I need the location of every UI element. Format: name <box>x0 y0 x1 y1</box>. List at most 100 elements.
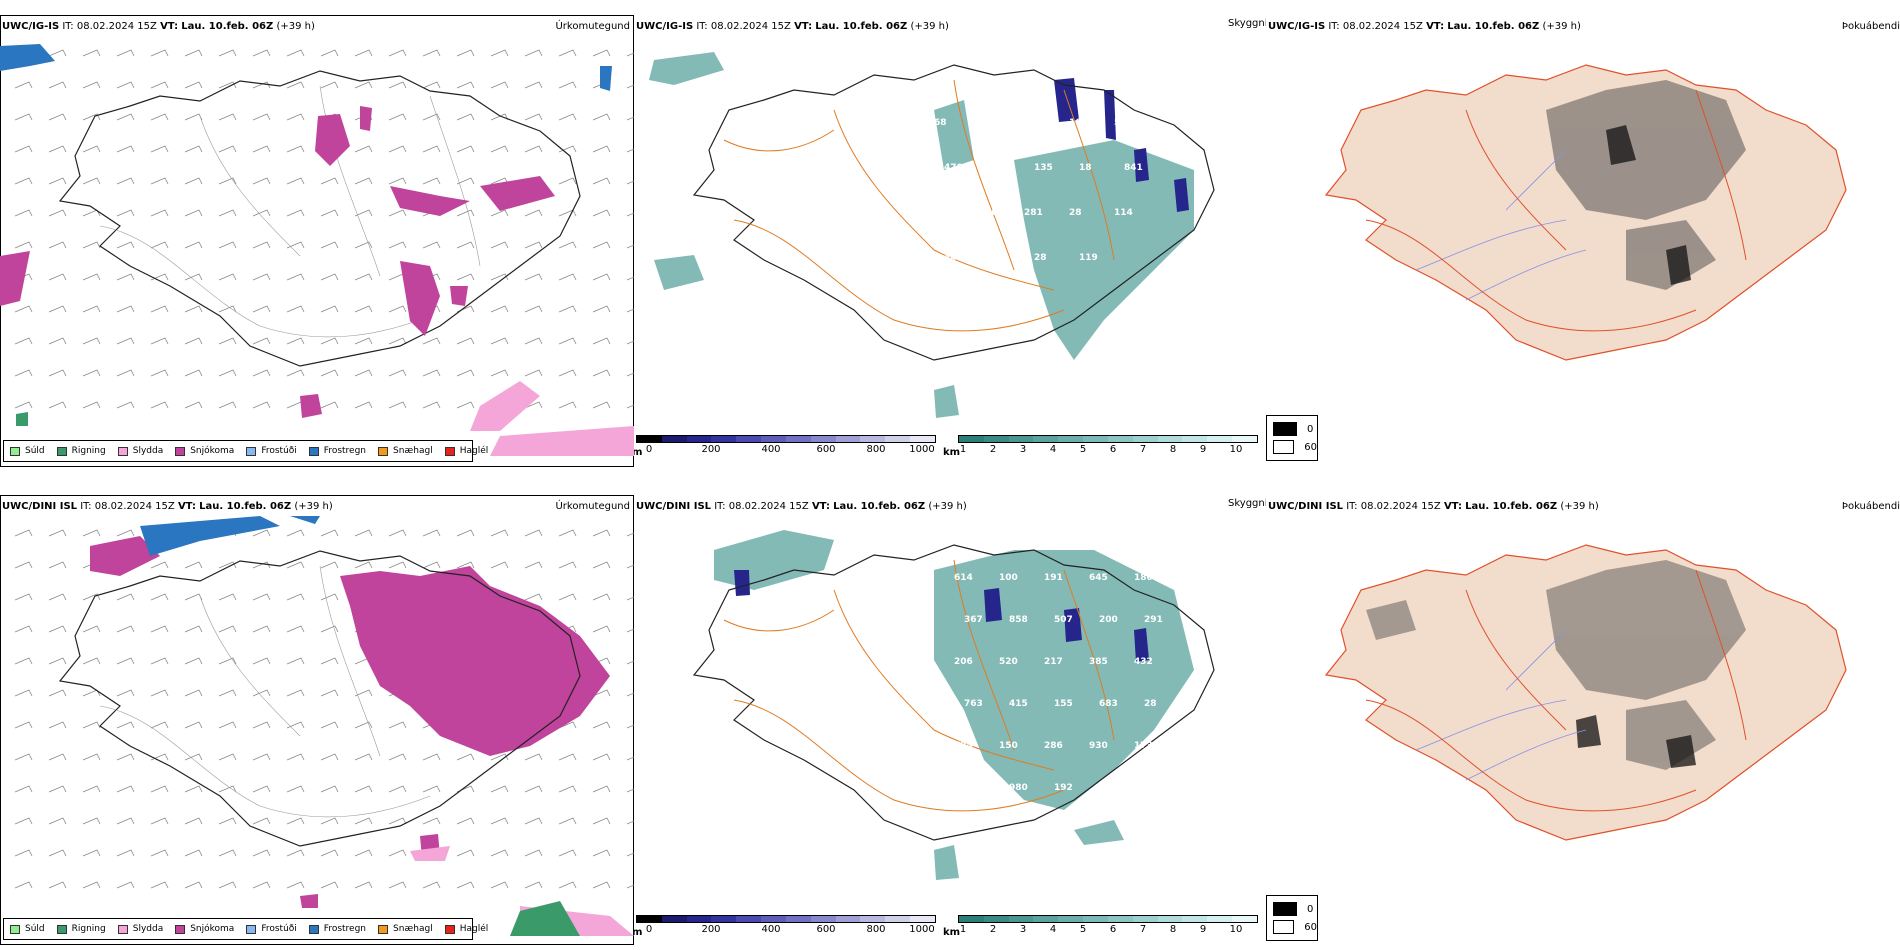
legend-item: Rigning <box>56 446 106 456</box>
wind-barb <box>150 881 169 889</box>
wind-barb <box>388 529 407 537</box>
wind-barb <box>354 529 373 537</box>
wind-barb <box>388 561 407 569</box>
legend-label: Haglél <box>459 924 489 934</box>
legend-swatch <box>117 924 128 934</box>
wind-barb <box>388 849 407 857</box>
legend-swatch <box>444 924 455 934</box>
colorbar-cell <box>860 436 886 442</box>
wind-barb <box>626 596 634 601</box>
wind-barb <box>116 305 135 313</box>
wind-barb <box>524 785 543 793</box>
tick-label: 4 <box>1049 924 1057 935</box>
wind-barb <box>320 209 339 217</box>
visibility-value: 135 <box>1034 163 1053 173</box>
visibility-value: 217 <box>1044 657 1063 667</box>
visibility-value: 537 <box>1114 118 1133 128</box>
colorbar-cell <box>785 916 811 922</box>
colorbar-cell <box>1207 436 1233 442</box>
wind-barb <box>218 145 237 153</box>
colorbar-cell <box>910 436 935 442</box>
wind-barb <box>14 177 33 185</box>
wind-barb <box>320 625 339 633</box>
wind-barb <box>48 177 67 185</box>
wind-barb <box>14 113 33 121</box>
it-label: IT: <box>714 501 726 512</box>
wind-barb <box>490 785 509 793</box>
wind-barb <box>150 337 169 345</box>
legend-label: Súld <box>25 924 45 934</box>
wind-barb <box>422 785 441 793</box>
fog-panel-bottom: UWC/DINI ISL IT: 08.02.2024 15Z VT: Lau.… <box>1266 490 1900 950</box>
legend-swatch <box>444 446 455 456</box>
precip-legend: Súld Rigning Slydda Snjókoma Frostúði Fr… <box>3 440 488 462</box>
wind-barb <box>116 241 135 249</box>
height-colorbar: 0 200 400 600 800 1000 <box>636 915 936 937</box>
wind-barb <box>150 561 169 569</box>
wind-barb <box>422 529 441 537</box>
wind-barb <box>218 817 237 825</box>
wind-barb <box>14 209 33 217</box>
wind-barb <box>592 209 611 217</box>
wind-barb <box>218 753 237 761</box>
rain-areas <box>16 412 28 426</box>
legend-label: Rigning <box>71 446 106 456</box>
wind-barb <box>456 881 475 889</box>
visibility-value: 100 <box>999 573 1018 583</box>
it-value: 08.02.2024 15Z <box>710 21 791 32</box>
wind-barb <box>320 241 339 249</box>
wind-barb <box>388 721 407 729</box>
it-value: 08.02.2024 15Z <box>728 501 809 512</box>
wind-barb <box>48 689 67 697</box>
wind-barb <box>558 561 577 569</box>
wind-barb <box>524 273 543 281</box>
legend-label: Slydda <box>132 924 164 934</box>
wind-barb <box>626 372 634 377</box>
wind-barb <box>626 692 634 697</box>
wind-barb <box>320 785 339 793</box>
wind-barb <box>150 785 169 793</box>
it-value: 08.02.2024 15Z <box>76 21 157 32</box>
fog-dark <box>1606 125 1691 285</box>
colorbar-cell <box>1132 436 1158 442</box>
wind-barb <box>48 785 67 793</box>
colorbar-cell <box>686 916 712 922</box>
legend-label: Haglél <box>459 446 489 456</box>
wind-barb <box>286 209 305 217</box>
wind-barb <box>490 49 509 57</box>
wind-barb <box>354 241 373 249</box>
wind-barb <box>14 337 33 345</box>
tick-label: 0 <box>645 924 653 935</box>
visibility-value: 614 <box>954 573 973 583</box>
panel-title: Úrkomutegund <box>555 21 630 32</box>
wind-barb <box>184 817 203 825</box>
wind-barb <box>558 177 577 185</box>
roads <box>1365 569 1747 812</box>
wind-barb <box>456 529 475 537</box>
wind-barb <box>116 881 135 889</box>
wind-barb <box>524 817 543 825</box>
legend-item: Slydda <box>117 924 164 934</box>
wind-barb <box>626 84 634 89</box>
wind-barb <box>184 625 203 633</box>
wind-barb <box>592 625 611 633</box>
visibility-value: 337 <box>1024 118 1043 128</box>
wind-barb <box>320 593 339 601</box>
wind-barb <box>558 273 577 281</box>
wind-barb <box>48 657 67 665</box>
wind-barb <box>558 81 577 89</box>
wind-barb <box>150 145 169 153</box>
it-value: 08.02.2024 15Z <box>94 501 175 512</box>
wind-barb <box>48 273 67 281</box>
wind-barb <box>320 721 339 729</box>
visibility-colorbar: 1 2 3 4 5 6 7 8 9 10 <box>958 435 1258 457</box>
wind-barb <box>422 817 441 825</box>
it-label: IT: <box>80 501 92 512</box>
wind-barb <box>592 849 611 857</box>
legend-item: Haglél <box>444 446 489 456</box>
wind-barb <box>626 180 634 185</box>
wind-barb <box>286 241 305 249</box>
colorbar-unit-km: km <box>943 927 961 938</box>
wind-barb <box>524 337 543 345</box>
wind-barb <box>320 689 339 697</box>
